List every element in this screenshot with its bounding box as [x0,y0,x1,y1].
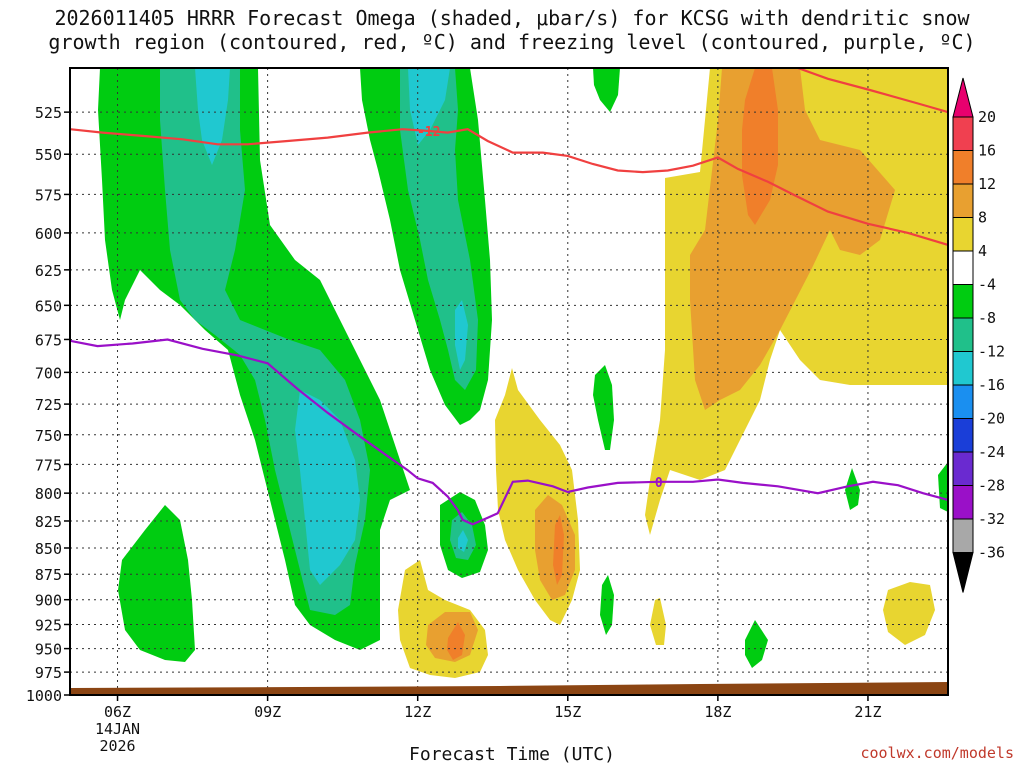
y-tick-label: 925 [35,616,62,634]
omega-minus4-cell-22z-edge [938,462,948,512]
chart-title-line-1: 2026011405 HRRR Forecast Omega (shaded, … [54,6,970,30]
colorbar-segment [952,150,974,185]
colorbar-label: -28 [978,477,1005,495]
omega-minus4-cell-19z [745,620,768,668]
x-tick-date: 14JAN [95,720,140,738]
y-tick-label: 850 [35,540,62,558]
colorbar: 20 16 12 8 4 -4 -8 -12 -16 -20 -24 -28 -32 -36 [952,77,1005,593]
colorbar-segment [952,384,974,419]
x-tick-label: 12Z [404,703,431,721]
colorbar-label: 12 [978,175,996,193]
omega-12-cell-13z [447,622,465,660]
y-tick-label: 750 [35,427,62,445]
y-axis: 525 550 575 600 625 650 675 700 725 750 775 800 825 8… [26,104,70,705]
y-tick-label: 525 [35,104,62,122]
y-tick-label: 775 [35,456,62,474]
omega-shading [98,68,948,678]
colorbar-segment [952,217,974,252]
omega-12-cell-15z [553,515,564,585]
omega-8-region [690,68,895,410]
colorbar-segment [952,418,974,453]
x-tick-label: 21Z [854,703,881,721]
omega-minus4-cell-16z-top [593,68,620,112]
omega-minus12-core-11z [408,68,450,145]
colorbar-bottom-arrow [952,552,974,593]
y-tick-label: 875 [35,566,62,584]
colorbar-segment [952,351,974,386]
y-tick-label: 1000 [26,687,62,705]
contour-label: -12 [417,125,440,140]
contour-label: 0 [655,476,663,491]
contour-line [70,128,948,246]
colorbar-label: -4 [978,276,996,294]
omega-minus12-cell-13z [458,530,468,552]
x-tick-label: 15Z [554,703,581,721]
colorbar-segment [952,250,974,285]
colorbar-label: -16 [978,376,1005,394]
y-tick-label: 725 [35,396,62,414]
y-tick-label: 900 [35,592,62,610]
x-tick-label: 06Z [104,703,131,721]
colorbar-top-arrow [952,77,974,118]
colorbar-segment [952,284,974,319]
credit-text[interactable]: coolwx.com/models [860,744,1014,762]
colorbar-segment [952,485,974,520]
x-tick-label: 18Z [704,703,731,721]
x-axis-title: Forecast Time (UTC) [409,744,615,765]
contour-lines: -12 0 [70,68,948,526]
colorbar-label: -36 [978,544,1005,562]
contour-line [797,68,948,114]
colorbar-label: -8 [978,309,996,327]
y-tick-label: 650 [35,297,62,315]
y-tick-label: 675 [35,331,62,349]
omega-12-region [742,68,778,225]
colorbar-segment [952,183,974,218]
omega-4-cell-17z [650,598,666,645]
colorbar-label: -20 [978,410,1005,428]
colorbar-label: -24 [978,443,1005,461]
colorbar-label: -32 [978,510,1005,528]
y-tick-label: 825 [35,513,62,531]
x-tick-year: 2026 [99,737,135,755]
y-tick-label: 600 [35,225,62,243]
colorbar-label: 16 [978,142,996,160]
x-tick-label: 09Z [254,703,281,721]
colorbar-segment [952,116,974,151]
plot-frame [69,67,949,696]
omega-minus12-core-13z [455,300,468,370]
y-tick-label: 975 [35,664,62,682]
y-tick-label: 700 [35,364,62,382]
y-tick-label: 625 [35,262,62,280]
colorbar-label: 8 [978,209,987,227]
omega-4-cell-22z [883,582,935,645]
colorbar-label: -12 [978,343,1005,361]
colorbar-segment [952,451,974,486]
y-tick-label: 575 [35,186,62,204]
y-tick-label: 950 [35,641,62,659]
chart-title-line-2: growth region (contoured, red, ºC) and f… [48,30,976,54]
y-tick-label: 800 [35,485,62,503]
omega-minus4-cell-16z-mid [593,365,614,450]
contour-line [70,338,948,526]
colorbar-label: 4 [978,242,987,260]
omega-minus4-cell-21z [845,468,860,510]
colorbar-segment [952,518,974,553]
omega-minus4-cell-16z-low [600,575,614,635]
plot-grid [70,68,948,696]
omega-minus12-core-07z [195,68,230,165]
y-tick-label: 550 [35,146,62,164]
omega-minus12-core-10z [295,390,360,585]
colorbar-segment [952,317,974,352]
colorbar-label: 20 [978,108,996,126]
terrain-ground [70,682,948,695]
omega-minus4-cell-06z-low [118,505,195,662]
